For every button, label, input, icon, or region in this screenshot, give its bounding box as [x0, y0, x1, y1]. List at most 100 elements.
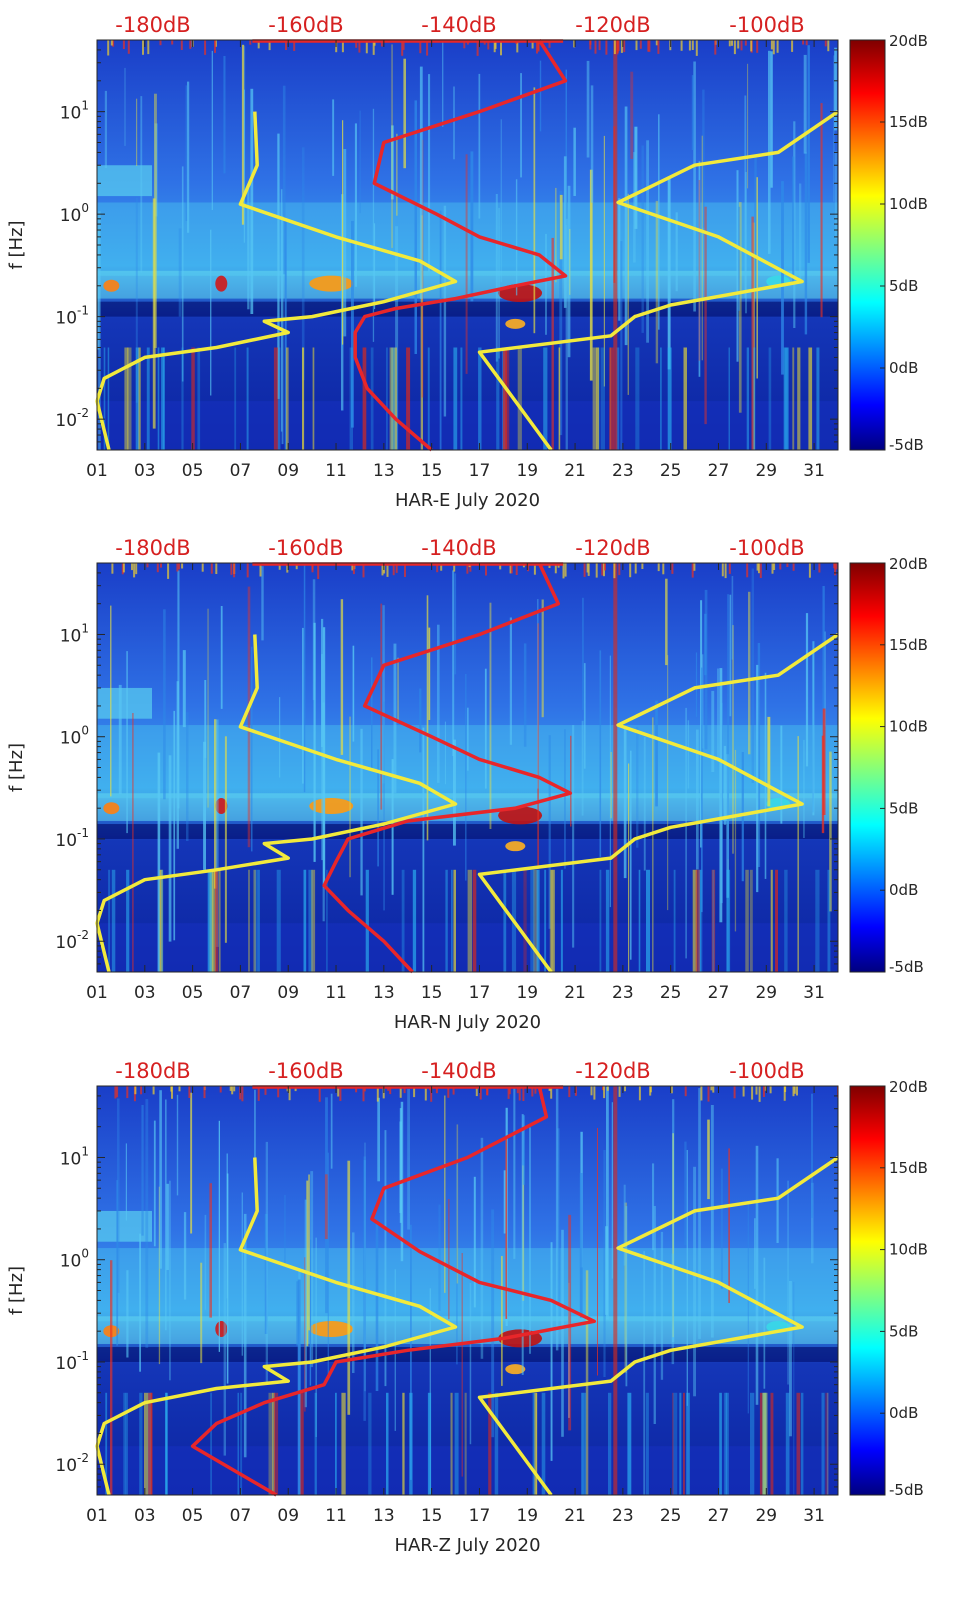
- x-tick-label: 23: [612, 1506, 634, 1526]
- top-speckle: [833, 563, 836, 569]
- streak: [176, 1094, 179, 1196]
- top-speckle: [293, 40, 296, 51]
- top-speckle: [189, 40, 192, 49]
- streak: [315, 1237, 317, 1437]
- top-speckle: [392, 563, 395, 576]
- streak: [501, 1256, 503, 1386]
- top-speckle: [469, 563, 472, 572]
- streak: [624, 106, 628, 346]
- streak: [573, 127, 576, 196]
- y-tick-exponent: 1: [81, 1144, 89, 1158]
- series-yellow-low: [95, 1157, 458, 1496]
- lowfreq-bar: [770, 869, 773, 972]
- top-speckle: [792, 1086, 795, 1097]
- lowfreq-bar: [268, 1392, 273, 1495]
- lowfreq-bar: [349, 347, 353, 450]
- colorbar-tick-label: 20dB: [889, 32, 928, 50]
- lowfreq-bar: [386, 347, 388, 450]
- top-speckle: [249, 40, 252, 45]
- top-speckle: [587, 563, 590, 576]
- streak: [548, 735, 551, 929]
- top-speckle: [783, 1086, 786, 1101]
- streak: [754, 1218, 756, 1289]
- lowfreq-bar: [144, 1392, 149, 1495]
- streak: [321, 654, 323, 861]
- streak: [660, 1231, 664, 1380]
- streak: [565, 218, 568, 450]
- lowfreq-bar: [711, 869, 716, 972]
- lowfreq-bar: [159, 869, 163, 972]
- x-tick-label: 21: [564, 461, 586, 481]
- streak: [308, 1174, 310, 1331]
- streak: [757, 643, 761, 867]
- colorbar: [849, 39, 886, 451]
- x-tick-label: 17: [469, 461, 491, 481]
- streak: [522, 1115, 525, 1185]
- streak: [470, 151, 474, 302]
- top-speckle: [147, 40, 150, 55]
- top-speckle: [122, 563, 125, 573]
- top-speckle: [791, 40, 794, 52]
- streak: [223, 56, 226, 174]
- streak: [384, 1130, 387, 1387]
- streak: [375, 1223, 379, 1391]
- top-speckle: [516, 40, 519, 53]
- y-tick-label: 10-2: [55, 928, 89, 953]
- hotspot-3: [215, 798, 228, 815]
- event-day23: [613, 40, 618, 450]
- top-speckle: [662, 563, 665, 575]
- x-tick-label: 03: [134, 983, 156, 1003]
- lowfreq-bar: [609, 347, 614, 450]
- top-speckle: [295, 563, 298, 570]
- streak: [564, 729, 566, 869]
- streak: [284, 1195, 286, 1267]
- streak: [529, 1127, 531, 1354]
- streak: [763, 1257, 766, 1389]
- top-speckle: [204, 40, 207, 55]
- streak: [603, 135, 605, 387]
- y-tick-label: 101: [60, 99, 89, 124]
- top-speckle: [564, 563, 567, 577]
- x-axis-label: HAR-N July 2020: [394, 1012, 541, 1033]
- top-speckle: [351, 563, 354, 571]
- streak: [371, 657, 373, 769]
- lowfreq-bar: [207, 869, 212, 972]
- top-speckle: [515, 563, 518, 575]
- streak: [701, 135, 703, 361]
- top-speckle: [311, 563, 314, 573]
- lowfreq-bar: [427, 1392, 432, 1495]
- hotspot-4: [103, 279, 120, 292]
- series-yellow-low: [95, 634, 458, 973]
- streak: [394, 1269, 396, 1431]
- streak: [428, 627, 431, 720]
- lowfreq-bar: [784, 347, 789, 450]
- lowfreq-bar: [543, 347, 548, 450]
- streak: [521, 1114, 524, 1375]
- lowfreq-bar: [660, 347, 662, 450]
- top-speckle: [233, 1086, 236, 1092]
- top-speckle: [507, 1086, 510, 1099]
- streak: [744, 95, 747, 298]
- streak: [803, 54, 807, 154]
- streak: [597, 1128, 598, 1376]
- top-speckle: [122, 40, 125, 49]
- lowfreq-bar: [365, 869, 369, 972]
- lowfreq-bar: [253, 869, 256, 972]
- lowfreq-bar: [775, 869, 778, 972]
- streak: [748, 591, 751, 755]
- colorbar-tick-label: 5dB: [889, 277, 918, 295]
- streak: [125, 1143, 127, 1221]
- top-db-label: -120dB: [575, 13, 650, 37]
- streak: [284, 220, 287, 450]
- streak: [539, 60, 542, 132]
- lowfreq-bar: [801, 1392, 804, 1495]
- hotspot-2: [309, 275, 354, 292]
- streak: [630, 750, 632, 960]
- top-speckle: [771, 563, 774, 574]
- lowfreq-bar: [286, 347, 289, 450]
- streak: [223, 1243, 226, 1456]
- x-tick-label: 03: [134, 461, 156, 481]
- streak: [582, 597, 584, 710]
- streak: [834, 47, 837, 131]
